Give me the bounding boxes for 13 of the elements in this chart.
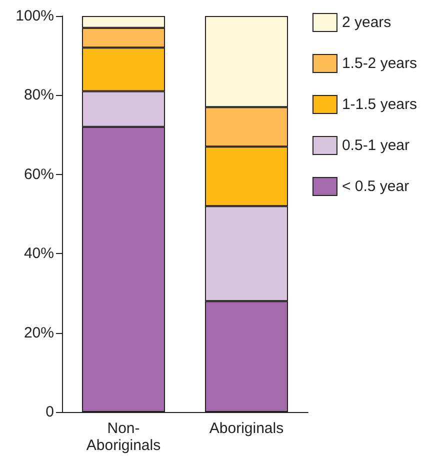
- y-tick-label: 60%: [24, 166, 54, 183]
- y-tick-label: 20%: [24, 324, 54, 342]
- legend-label: 0.5-1 year: [342, 137, 410, 154]
- x-tick-label: Non-Aboriginals: [86, 420, 161, 454]
- y-tick-label: 80%: [24, 86, 54, 104]
- legend-label: 1-1.5 years: [342, 96, 418, 113]
- legend-label: 2 years: [342, 14, 392, 31]
- legend-label: 1.5-2 years: [342, 55, 418, 72]
- y-tick-label: 40%: [24, 245, 54, 262]
- x-tick-label: Aboriginals: [209, 420, 284, 437]
- legend-label: < 0.5 year: [342, 178, 410, 195]
- y-tick-label: 0: [46, 404, 54, 420]
- y-tick-label: 100%: [16, 8, 54, 24]
